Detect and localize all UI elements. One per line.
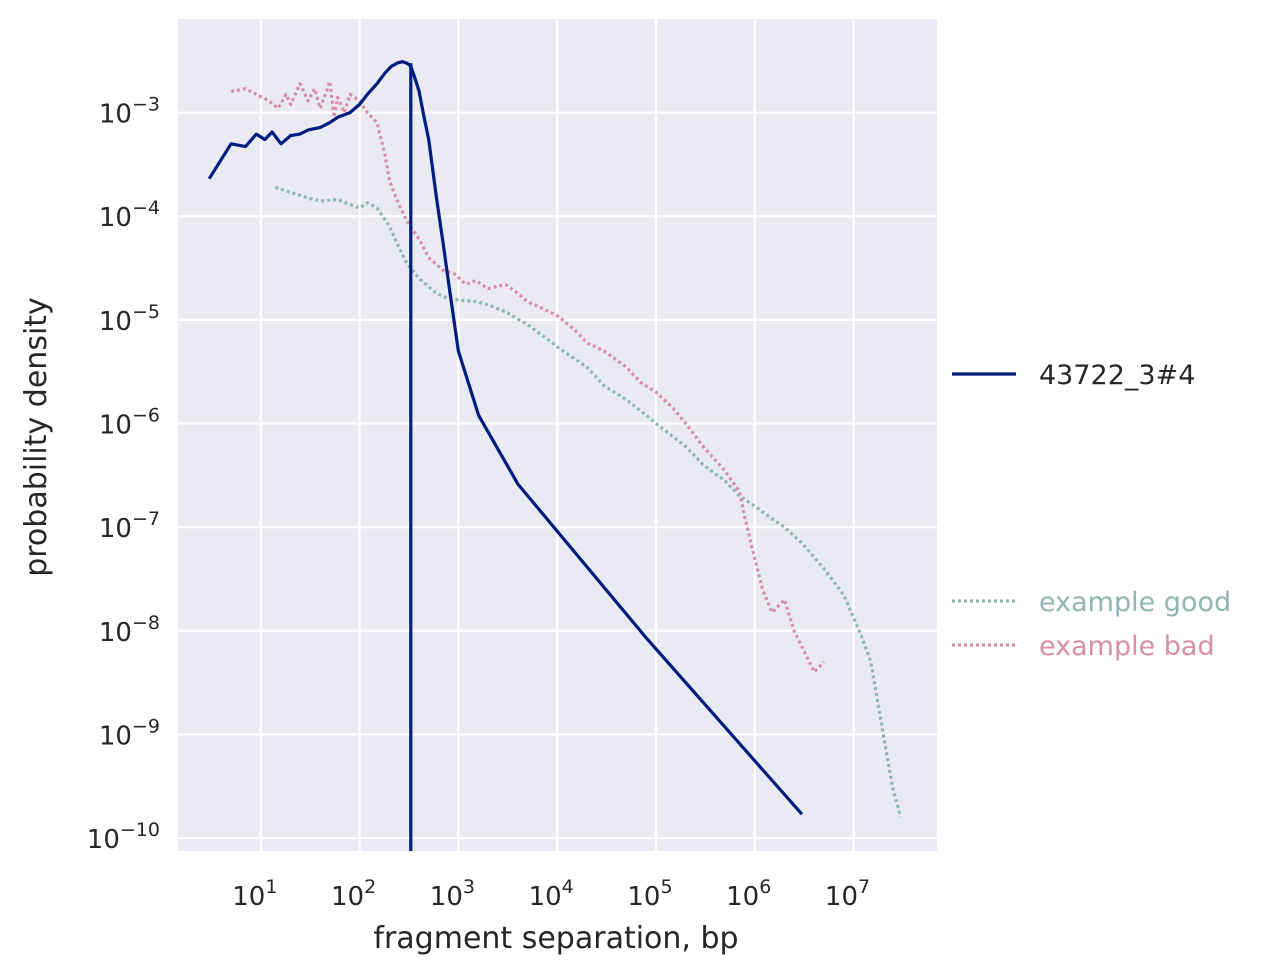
y-tick-label: 10−4 xyxy=(99,197,160,233)
y-tick-label: 10−5 xyxy=(99,301,160,337)
series-line-43722-3-4 xyxy=(207,60,804,816)
y-tick-label: 10−10 xyxy=(87,819,160,855)
series-layer xyxy=(207,60,903,851)
x-tick-label: 107 xyxy=(825,876,870,912)
y-tick-label: 10−3 xyxy=(99,94,160,130)
grid-lines xyxy=(178,19,937,851)
legend-label: 43722_3#4 xyxy=(1039,360,1195,391)
y-tick-label: 10−7 xyxy=(99,508,160,544)
x-tick-label: 103 xyxy=(430,876,475,912)
x-tick-label: 102 xyxy=(331,876,376,912)
legend-label: example bad xyxy=(1039,631,1215,662)
x-tick-labels: 101 102 103 104 105 106 107 xyxy=(232,876,870,912)
x-axis-label: fragment separation, bp xyxy=(373,921,738,956)
x-tick-label: 106 xyxy=(726,876,771,912)
y-tick-label: 10−9 xyxy=(99,715,160,751)
series-line-example-good xyxy=(274,185,903,818)
y-tick-label: 10−8 xyxy=(99,612,160,648)
y-tick-labels: 10−10 10−9 10−8 10−7 10−6 10−5 10−4 10−3 xyxy=(87,94,160,855)
y-tick-label: 10−6 xyxy=(99,405,160,441)
legend-label: example good xyxy=(1039,587,1231,618)
x-tick-label: 105 xyxy=(627,876,672,912)
x-tick-label: 101 xyxy=(232,876,277,912)
x-tick-label: 104 xyxy=(529,876,574,912)
y-axis-label: probability density xyxy=(19,297,54,577)
